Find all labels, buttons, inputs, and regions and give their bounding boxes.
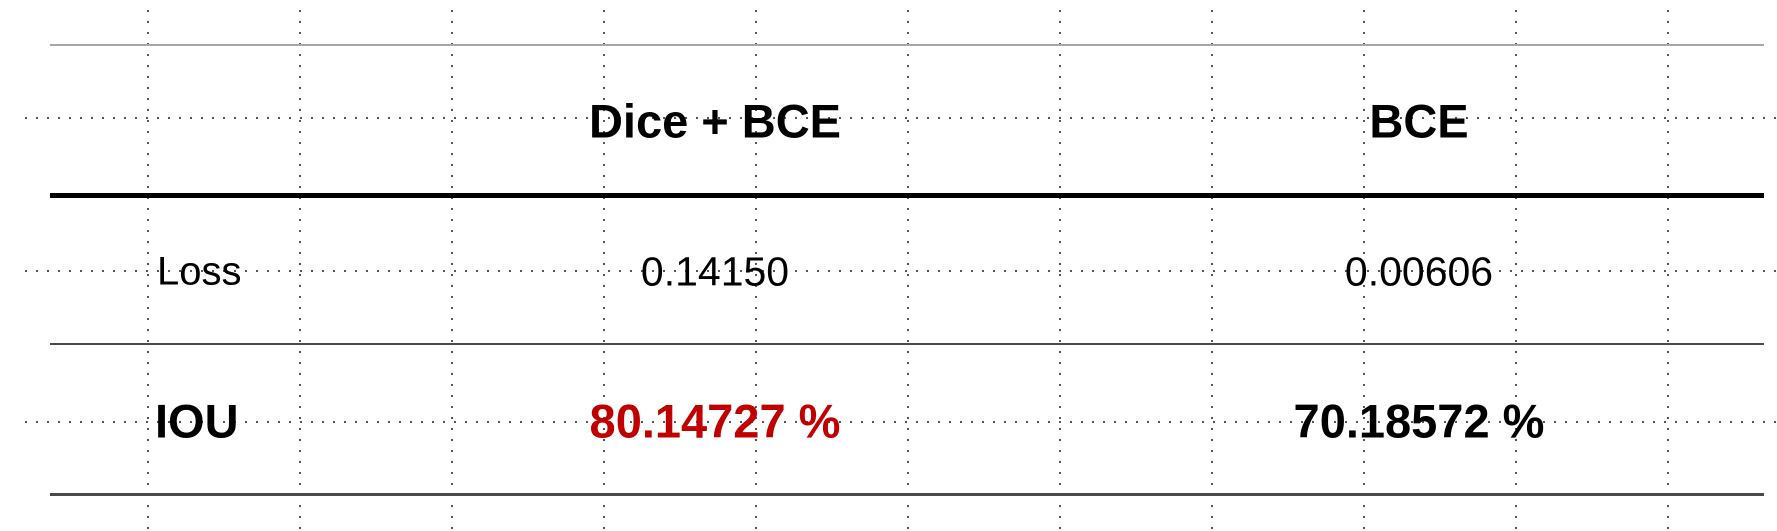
iou-value-dice-bce: 80.14727 %	[589, 394, 841, 448]
loss-value-dice-bce: 0.14150	[640, 248, 790, 295]
table-top-rule	[50, 44, 1764, 46]
row-label-iou: IOU	[155, 394, 239, 448]
column-header-dice-bce: Dice + BCE	[588, 94, 842, 148]
table-header-rule	[50, 193, 1764, 198]
loss-value-bce: 0.00606	[1344, 248, 1494, 295]
column-header-bce: BCE	[1369, 94, 1469, 148]
row-label-loss: Loss	[157, 249, 242, 294]
table-bottom-rule	[50, 493, 1764, 496]
iou-value-bce: 70.18572 %	[1293, 394, 1545, 448]
table-row-divider	[50, 343, 1764, 345]
